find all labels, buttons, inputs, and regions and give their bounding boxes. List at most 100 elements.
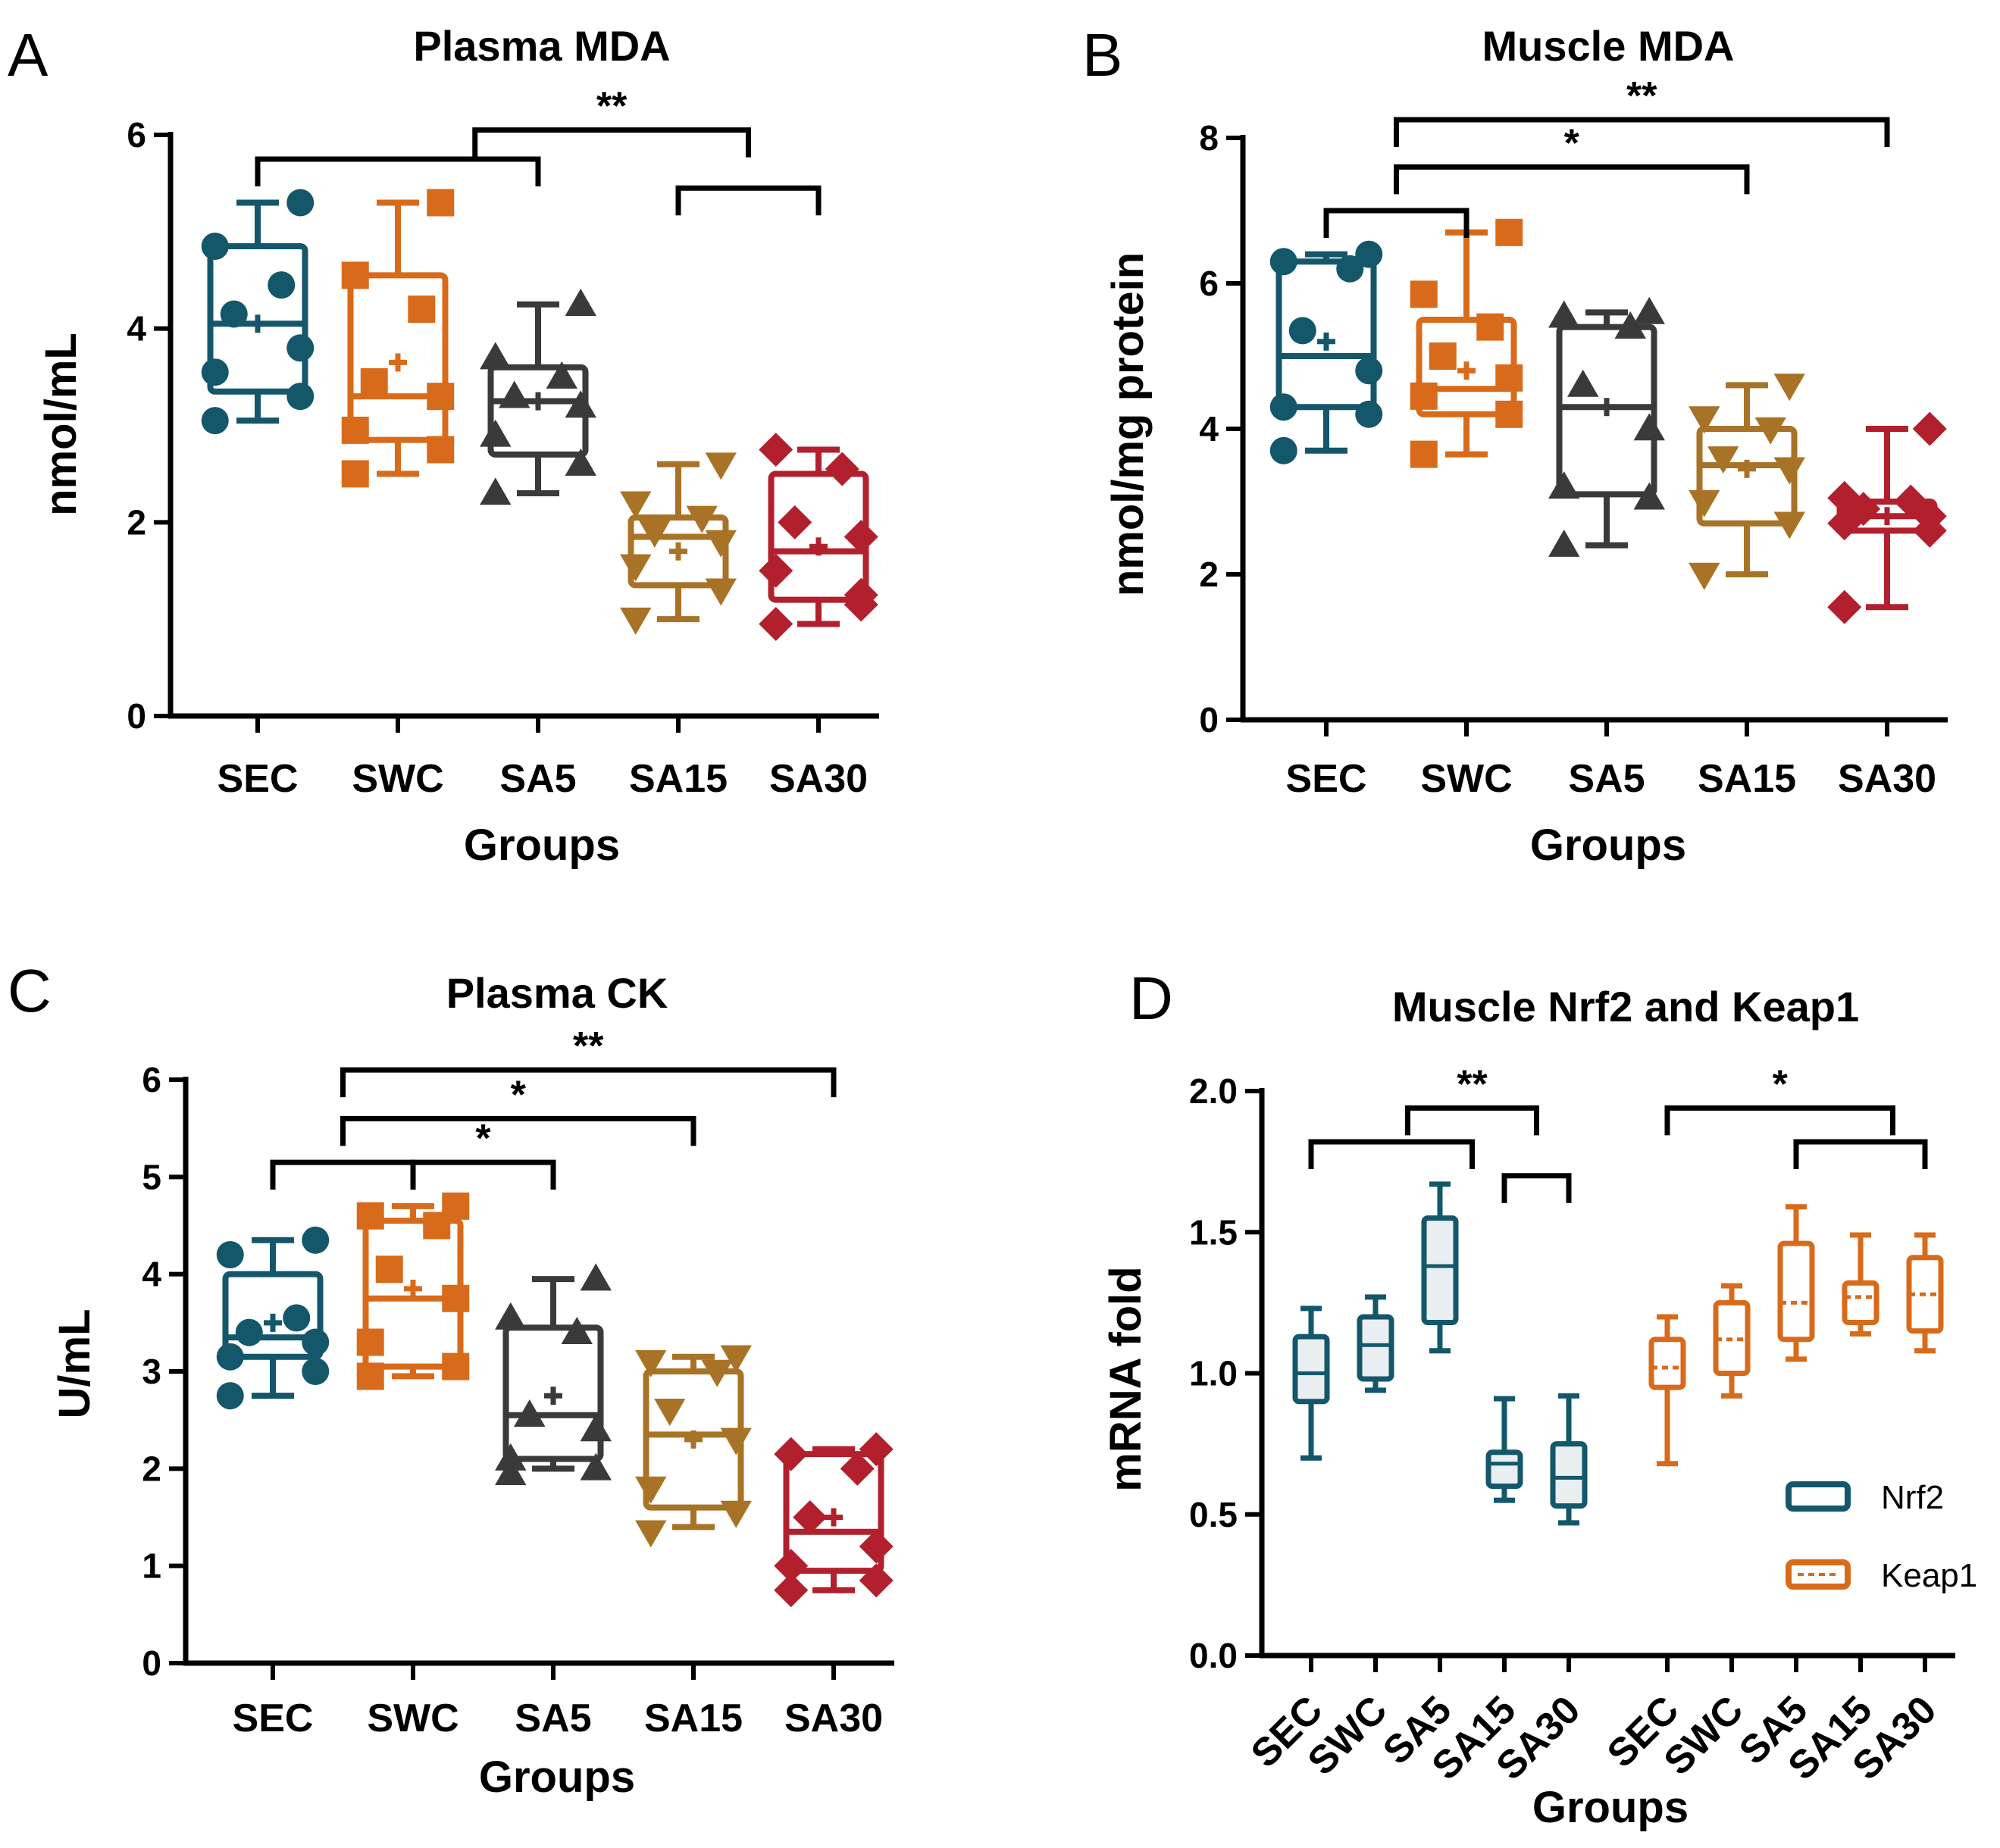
- x-tick-label: SA5: [1568, 757, 1645, 801]
- data-point: [220, 300, 248, 328]
- data-point: [778, 505, 812, 539]
- box-iqr: [1275, 258, 1377, 411]
- x-tick-label: SEC: [218, 757, 299, 801]
- box-sec: [1269, 240, 1383, 464]
- significance-bracket: **: [1405, 1062, 1539, 1136]
- data-point: [844, 520, 878, 555]
- box-iqr: [222, 1271, 324, 1360]
- x-tick-label: SWC: [352, 757, 443, 801]
- data-point: [705, 578, 737, 606]
- box-iqr: [1357, 1314, 1394, 1382]
- legend-label-keap1: Keap1: [1881, 1557, 1977, 1594]
- data-point: [720, 1500, 752, 1528]
- x-tick-label: SWC: [367, 1696, 459, 1740]
- chart-panel-b: B Muscle MDA 0 2 4 6 8 SEC SWC SA5 SA15 SA30 Groups n…: [1082, 21, 1948, 870]
- data-point: [356, 1362, 384, 1390]
- box-nrf2: [1357, 1294, 1394, 1393]
- data-point: [1355, 240, 1383, 268]
- data-point: [635, 1520, 667, 1548]
- data-point: [360, 367, 388, 396]
- box-sa30: [774, 1432, 894, 1608]
- data-point: [442, 1284, 470, 1312]
- data-point: [654, 1399, 686, 1427]
- data-point: [1495, 400, 1523, 428]
- panel-letter: D: [1129, 965, 1173, 1032]
- data-point: [216, 1343, 244, 1371]
- y-tick-label: 1: [142, 1546, 161, 1586]
- significance-bracket: [1501, 1173, 1572, 1203]
- significance-bracket: **: [340, 1024, 837, 1098]
- box-sec: [216, 1226, 330, 1410]
- data-point: [216, 1241, 244, 1268]
- chart-panel-a: A Plasma MDA 0 2 4 6 SEC SWC SA5 SA15 SA30 Groups nm…: [8, 21, 879, 870]
- data-point: [356, 1328, 384, 1356]
- data-point: [286, 334, 315, 362]
- data-point: [1707, 446, 1739, 474]
- data-point: [759, 432, 793, 467]
- y-axis-label: nmol/mg protein: [1103, 252, 1153, 596]
- data-point: [1548, 529, 1580, 557]
- box-sa5: [1548, 296, 1665, 557]
- bracket-line: [675, 185, 822, 216]
- box-nrf2: [1292, 1305, 1330, 1461]
- data-point: [1495, 364, 1523, 392]
- data-point: [1548, 300, 1580, 328]
- significance-bracket: [675, 185, 822, 216]
- data-point: [1495, 218, 1523, 246]
- y-tick-label: 6: [1199, 264, 1219, 303]
- data-point: [844, 577, 878, 612]
- y-tick-label: 6: [142, 1060, 161, 1099]
- data-point: [620, 554, 652, 582]
- box-iqr: [1485, 1449, 1523, 1490]
- y-tick-label: 3: [142, 1352, 161, 1391]
- data-point: [1614, 311, 1646, 339]
- bracket-line: [1323, 208, 1469, 238]
- data-point: [495, 1458, 527, 1486]
- significance-label: **: [573, 1024, 604, 1068]
- bracket-line: [1405, 1105, 1539, 1136]
- bracket-line: [1394, 117, 1890, 147]
- data-point: [495, 1302, 527, 1330]
- box-swc: [356, 1192, 470, 1390]
- box-swc: [1410, 218, 1523, 468]
- x-tick-label: SEC: [233, 1696, 314, 1740]
- data-point: [1288, 317, 1316, 345]
- data-point: [201, 407, 229, 435]
- data-point: [427, 383, 455, 411]
- data-point: [1476, 313, 1504, 341]
- y-tick-label: 2: [127, 502, 146, 542]
- y-axis-label: U/mL: [50, 1309, 99, 1419]
- x-tick-label: SA30: [784, 1696, 883, 1740]
- data-point: [442, 1192, 470, 1220]
- data-point: [1548, 471, 1580, 499]
- box-sa5: [480, 289, 596, 505]
- y-axis-label: nmol/mL: [36, 333, 86, 516]
- data-point: [840, 1451, 875, 1486]
- data-point: [1355, 357, 1383, 385]
- data-point: [1633, 482, 1665, 510]
- bracket-line: [340, 1067, 837, 1098]
- bracket-line: [340, 1115, 696, 1146]
- data-point: [774, 1549, 809, 1584]
- y-tick-label: 6: [127, 115, 146, 155]
- box-nrf2: [1485, 1396, 1523, 1503]
- data-point: [825, 452, 859, 486]
- box-keap1: [1648, 1314, 1686, 1467]
- data-point: [268, 271, 296, 299]
- box-keap1: [1842, 1232, 1879, 1337]
- significance-label: *: [511, 1073, 527, 1117]
- y-tick-label: 8: [1199, 118, 1219, 158]
- legend-swatch-nrf2: [1786, 1481, 1851, 1512]
- y-tick-label: 0.5: [1189, 1495, 1238, 1534]
- y-tick-label: 0: [142, 1643, 161, 1683]
- data-point: [774, 1573, 809, 1608]
- data-point: [427, 436, 455, 464]
- box-sa5: [495, 1263, 612, 1486]
- significance-bracket: **: [1394, 74, 1890, 147]
- significance-bracket: [270, 1159, 416, 1190]
- x-tick-label: SA15: [1698, 757, 1796, 801]
- data-point: [1336, 255, 1364, 283]
- data-point: [302, 1226, 330, 1254]
- bracket-line: [1501, 1173, 1572, 1203]
